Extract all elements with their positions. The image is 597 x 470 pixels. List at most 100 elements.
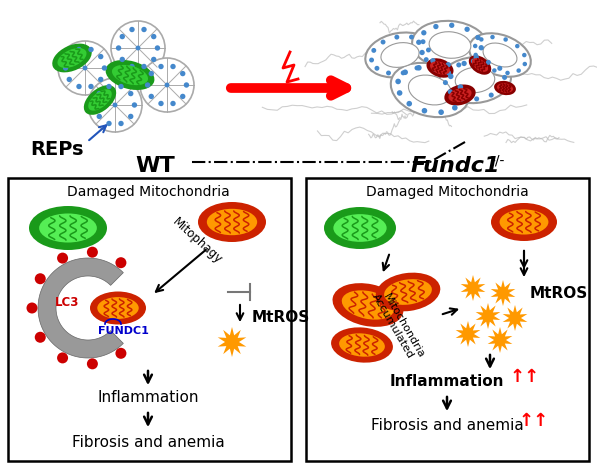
Text: Damaged Mitochondria: Damaged Mitochondria [365, 185, 528, 199]
Ellipse shape [444, 85, 476, 105]
Ellipse shape [494, 81, 516, 95]
Ellipse shape [198, 202, 266, 242]
Circle shape [471, 59, 476, 63]
Circle shape [132, 102, 137, 108]
Circle shape [505, 70, 510, 75]
Circle shape [402, 70, 408, 75]
Circle shape [452, 105, 458, 110]
Ellipse shape [412, 21, 488, 69]
Circle shape [180, 71, 186, 76]
Circle shape [136, 46, 140, 50]
Polygon shape [461, 275, 485, 301]
Circle shape [26, 303, 38, 313]
Circle shape [67, 77, 72, 82]
Circle shape [445, 62, 451, 67]
Ellipse shape [448, 88, 472, 102]
Circle shape [438, 110, 444, 115]
Circle shape [130, 27, 135, 32]
Circle shape [170, 64, 176, 69]
Circle shape [409, 35, 414, 39]
Circle shape [395, 35, 399, 39]
Ellipse shape [491, 203, 557, 241]
Ellipse shape [97, 297, 139, 319]
Ellipse shape [430, 62, 450, 75]
Ellipse shape [331, 328, 393, 363]
Polygon shape [491, 280, 515, 306]
Text: Accumulated: Accumulated [370, 292, 416, 360]
Polygon shape [456, 321, 481, 347]
Ellipse shape [90, 291, 146, 324]
Circle shape [63, 65, 68, 70]
Circle shape [426, 47, 431, 53]
Ellipse shape [84, 85, 116, 115]
Ellipse shape [408, 75, 451, 105]
Circle shape [424, 57, 429, 62]
Circle shape [151, 34, 156, 39]
Ellipse shape [497, 83, 513, 93]
Text: ↑↑: ↑↑ [519, 412, 549, 430]
Ellipse shape [112, 65, 148, 85]
Circle shape [473, 53, 478, 57]
Ellipse shape [456, 67, 495, 93]
Text: FUNDC1: FUNDC1 [98, 326, 149, 336]
Circle shape [119, 57, 125, 62]
Circle shape [82, 66, 87, 70]
Ellipse shape [376, 273, 441, 311]
Circle shape [165, 83, 170, 87]
Ellipse shape [39, 213, 97, 243]
Circle shape [397, 90, 402, 96]
Text: Inflammation: Inflammation [97, 390, 199, 405]
Circle shape [433, 66, 438, 72]
Ellipse shape [207, 209, 257, 235]
Circle shape [481, 62, 485, 66]
Circle shape [118, 121, 124, 126]
Circle shape [516, 68, 521, 73]
Ellipse shape [469, 33, 531, 77]
Text: WT: WT [135, 156, 175, 176]
Ellipse shape [483, 43, 517, 67]
Circle shape [473, 44, 478, 48]
Ellipse shape [324, 207, 396, 249]
Text: REPs: REPs [30, 140, 84, 159]
Ellipse shape [333, 214, 387, 242]
Circle shape [97, 114, 102, 119]
Ellipse shape [469, 55, 491, 75]
Circle shape [87, 358, 98, 369]
Circle shape [87, 247, 98, 258]
Circle shape [128, 114, 133, 119]
Circle shape [97, 91, 102, 96]
Polygon shape [476, 303, 500, 329]
Circle shape [180, 94, 186, 99]
Polygon shape [38, 258, 124, 358]
Circle shape [461, 61, 467, 66]
Circle shape [98, 54, 103, 59]
Circle shape [407, 101, 412, 107]
Text: ↑↑: ↑↑ [510, 368, 540, 386]
Ellipse shape [426, 58, 454, 78]
Circle shape [88, 78, 142, 132]
Circle shape [414, 65, 420, 70]
Circle shape [371, 48, 376, 53]
Circle shape [456, 63, 461, 67]
Circle shape [141, 64, 147, 69]
Ellipse shape [429, 31, 471, 58]
Circle shape [416, 65, 421, 70]
Circle shape [420, 50, 424, 55]
Circle shape [170, 101, 176, 106]
Text: Mitochondria: Mitochondria [381, 292, 426, 360]
Ellipse shape [365, 32, 435, 78]
Circle shape [76, 84, 82, 89]
Circle shape [473, 55, 479, 60]
Text: Fibrosis and anemia: Fibrosis and anemia [72, 435, 224, 450]
Ellipse shape [391, 63, 469, 117]
Circle shape [115, 348, 127, 359]
Circle shape [113, 102, 118, 108]
Circle shape [106, 121, 112, 126]
Circle shape [106, 84, 112, 89]
Circle shape [459, 95, 464, 100]
Circle shape [464, 27, 470, 32]
Circle shape [395, 78, 401, 84]
Circle shape [475, 35, 481, 40]
Circle shape [58, 41, 112, 95]
Ellipse shape [384, 279, 432, 305]
